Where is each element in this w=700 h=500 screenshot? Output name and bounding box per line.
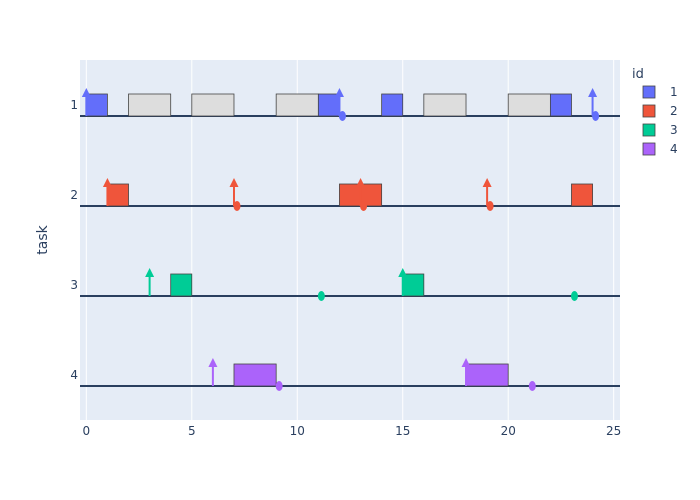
idle-segment-bar — [128, 93, 172, 117]
arrival-arrow-head — [334, 88, 344, 97]
gridlines — [85, 60, 615, 420]
x-tick-label: 25 — [606, 424, 621, 438]
x-axis-ticks: 0 5 10 15 20 25 — [83, 424, 622, 438]
deadline-markers — [233, 111, 600, 391]
arrival-arrow-head — [145, 268, 155, 277]
idle-segment-bar — [275, 93, 319, 117]
deadline-marker — [528, 381, 536, 391]
deadline-marker — [360, 201, 368, 211]
legend-label: 2 — [670, 104, 678, 118]
y-axis-title: task — [35, 224, 51, 254]
arrival-arrow-head — [398, 268, 408, 277]
task-segment-bar — [85, 93, 108, 117]
arrival-arrow-head — [102, 178, 112, 187]
task-segment-bar — [571, 183, 593, 207]
y-tick-label: 3 — [70, 278, 78, 292]
idle-segment-bar — [507, 93, 551, 117]
task-segment-bar — [381, 93, 404, 117]
idle-segment-bar — [191, 93, 235, 117]
arrival-arrow-head — [482, 178, 492, 187]
deadline-marker — [275, 381, 283, 391]
arrival-arrow-head — [81, 88, 91, 97]
deadline-marker — [570, 291, 578, 301]
task-segment-bar — [317, 93, 340, 117]
task-segment-bar — [549, 93, 572, 117]
deadline-marker — [233, 201, 241, 211]
plot-background — [80, 60, 620, 420]
y-tick-label: 1 — [70, 98, 78, 112]
task-segment-bar — [233, 363, 277, 387]
x-tick-label: 10 — [290, 424, 305, 438]
legend-label: 3 — [670, 123, 678, 137]
x-tick-label: 20 — [501, 424, 516, 438]
legend-label: 4 — [670, 142, 678, 156]
y-tick-label: 4 — [70, 368, 78, 382]
y-axis-ticks: 1 2 3 4 — [70, 98, 78, 382]
arrival-arrow-head — [356, 178, 366, 187]
schedule-bars — [85, 93, 593, 387]
legend-swatch — [642, 142, 656, 156]
legend-swatch — [642, 104, 656, 118]
x-tick-label: 0 — [83, 424, 91, 438]
arrival-arrow-head — [208, 358, 218, 367]
deadline-marker — [317, 291, 325, 301]
legend-label: 1 — [670, 85, 678, 99]
task-segment-bar — [107, 183, 129, 207]
arrival-markers — [81, 88, 598, 386]
arrival-arrow-head — [229, 178, 239, 187]
task-segment-bar — [170, 273, 193, 297]
idle-segment-bar — [423, 93, 467, 117]
x-tick-label: 5 — [188, 424, 196, 438]
legend-swatch — [642, 123, 656, 137]
task-segment-bar — [465, 363, 509, 387]
y-tick-label: 2 — [70, 188, 78, 202]
x-tick-label: 15 — [395, 424, 410, 438]
arrival-arrow-head — [461, 358, 471, 367]
deadline-marker — [338, 111, 346, 121]
deadline-marker — [486, 201, 494, 211]
legend-swatch — [642, 85, 656, 99]
deadline-marker — [592, 111, 600, 121]
legend: id 1 2 3 4 — [632, 67, 678, 156]
task-segment-bar — [402, 273, 425, 297]
legend-title: id — [632, 67, 644, 82]
arrival-arrow-head — [588, 88, 598, 97]
